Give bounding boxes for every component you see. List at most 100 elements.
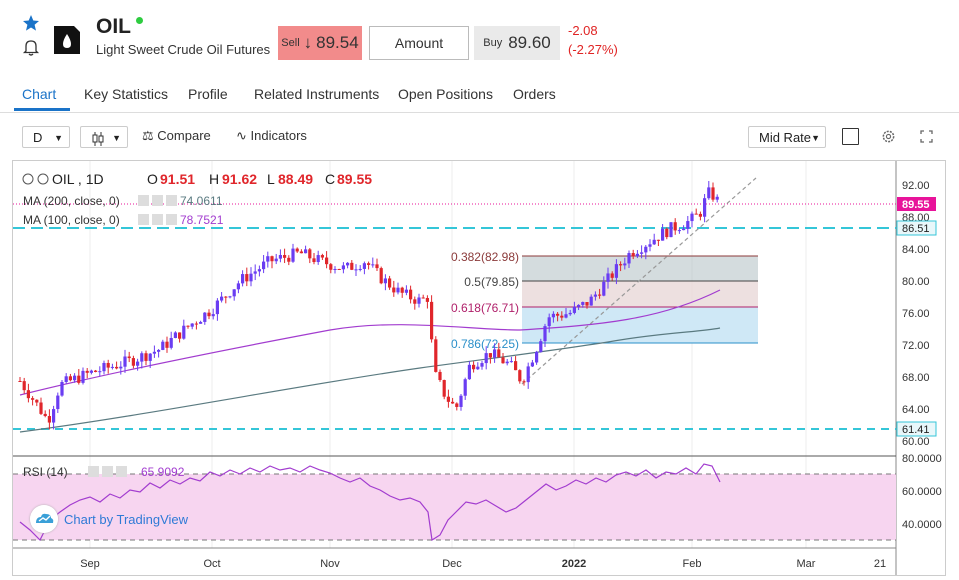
candle-body — [707, 187, 711, 199]
eye-icon[interactable] — [88, 466, 99, 477]
candle-body — [476, 366, 480, 370]
candle-body — [614, 264, 618, 278]
candle-body — [493, 349, 497, 358]
tab-open-positions[interactable]: Open Positions — [398, 86, 493, 102]
candle-body — [421, 297, 425, 299]
eye-icon[interactable] — [138, 214, 149, 225]
candle-body — [215, 300, 219, 315]
sell-label: Sell — [281, 37, 300, 49]
tab-related-instruments[interactable]: Related Instruments — [254, 86, 380, 102]
candle-body — [627, 253, 631, 264]
expand-icon[interactable] — [920, 130, 933, 143]
close-icon[interactable] — [116, 466, 127, 477]
close-icon[interactable] — [166, 214, 177, 225]
candle-body — [308, 249, 312, 259]
candle-body — [442, 380, 446, 397]
candle-body — [89, 370, 93, 373]
candle-body — [367, 263, 371, 265]
gear-icon[interactable] — [152, 195, 163, 206]
trend-line[interactable] — [521, 177, 757, 385]
sell-button[interactable]: Sell ↓ 89.54 — [278, 26, 362, 60]
chart-container[interactable] — [12, 160, 946, 576]
candle-body — [598, 294, 602, 296]
candle-body — [68, 376, 72, 381]
eye-icon[interactable] — [138, 195, 149, 206]
market-open-indicator — [136, 17, 143, 24]
gear-icon[interactable] — [102, 466, 113, 477]
candle-body — [610, 273, 614, 278]
level-low-badge-text: 61.41 — [902, 424, 930, 436]
fullscreen-toggle-checkbox[interactable] — [842, 128, 859, 145]
sell-arrow-icon: ↓ — [303, 33, 313, 52]
amount-input[interactable]: Amount — [369, 26, 469, 60]
price-alert-bell-icon[interactable] — [22, 38, 40, 56]
fib-retracement[interactable]: 0.382(82.98) 0.5(79.85) 0.618(76.71) 0.7… — [451, 250, 758, 351]
ma100-label: MA (100, close, 0) — [23, 213, 120, 227]
candle-body — [362, 263, 366, 269]
instrument-symbol: OIL — [96, 15, 131, 38]
rsi-pane[interactable]: RSI (14) 65.9092 80.0000 60.0000 40.0000 — [13, 453, 942, 542]
legend-open: 91.51 — [160, 171, 195, 187]
legend-symbol: OIL , 1D — [52, 171, 104, 187]
tradingview-watermark[interactable]: Chart by TradingView — [30, 504, 188, 534]
tab-orders[interactable]: Orders — [513, 86, 556, 102]
price-axis: 92.00 88.00 84.00 80.00 76.00 72.00 68.0… — [902, 180, 930, 448]
indicators-button[interactable]: ∿ Indicators — [236, 128, 307, 144]
candle-body — [715, 196, 719, 200]
tab-profile[interactable]: Profile — [188, 86, 228, 102]
candle-body — [698, 213, 702, 217]
candle-body — [623, 263, 627, 266]
last-price-badge-text: 89.55 — [902, 199, 930, 211]
candle-body — [283, 255, 287, 258]
candle-body — [152, 351, 156, 354]
candle-body — [413, 299, 417, 304]
candle-body — [690, 213, 694, 222]
price-mode-select[interactable]: Mid Rate ▼ — [748, 126, 826, 148]
candle-body — [619, 264, 623, 266]
settings-gear-icon[interactable] — [881, 129, 896, 144]
rsi-tick: 60.0000 — [902, 486, 942, 498]
candle-body — [635, 253, 639, 257]
candle-body — [220, 296, 224, 301]
candle-body — [287, 257, 291, 262]
candle-body — [434, 339, 438, 372]
buy-button[interactable]: Buy 89.60 — [474, 26, 560, 60]
favorite-star-icon[interactable] — [22, 14, 40, 32]
close-icon[interactable] — [166, 195, 177, 206]
candle-body — [375, 264, 379, 269]
time-tick: Nov — [320, 558, 340, 570]
level-low-badge — [896, 421, 937, 437]
collapse-legend-icon[interactable] — [22, 173, 34, 185]
candle-body — [85, 370, 89, 373]
candle-body — [505, 361, 509, 364]
candle-body — [543, 326, 547, 342]
candle-body — [677, 230, 681, 232]
tab-chart[interactable]: Chart — [22, 86, 57, 102]
candle-body — [665, 228, 669, 238]
candle-body — [703, 198, 707, 217]
candle-body — [333, 268, 337, 270]
candle-body — [652, 239, 656, 245]
tab-key-statistics[interactable]: Key Statistics — [84, 86, 169, 102]
candle-body — [43, 413, 47, 417]
compare-icon: ⚖ — [142, 128, 154, 143]
candle-body — [127, 356, 131, 359]
candle-body — [203, 312, 207, 322]
candle-body — [106, 362, 110, 368]
candle-body — [131, 358, 135, 366]
candle-body — [581, 302, 585, 305]
chart-type-select[interactable]: ▼ — [80, 126, 128, 148]
candle-body — [430, 301, 434, 340]
interval-select[interactable]: D ▼ — [22, 126, 70, 148]
candle-body — [446, 396, 450, 402]
candle-body — [371, 264, 375, 266]
gear-icon[interactable] — [152, 214, 163, 225]
candle-body — [539, 341, 543, 352]
active-tab-underline — [14, 108, 70, 111]
candle-body — [480, 363, 484, 367]
candle-body — [199, 321, 203, 324]
candle-body — [81, 370, 85, 383]
compare-button[interactable]: ⚖ Compare — [142, 128, 211, 144]
symbol-search-icon[interactable] — [37, 173, 49, 185]
